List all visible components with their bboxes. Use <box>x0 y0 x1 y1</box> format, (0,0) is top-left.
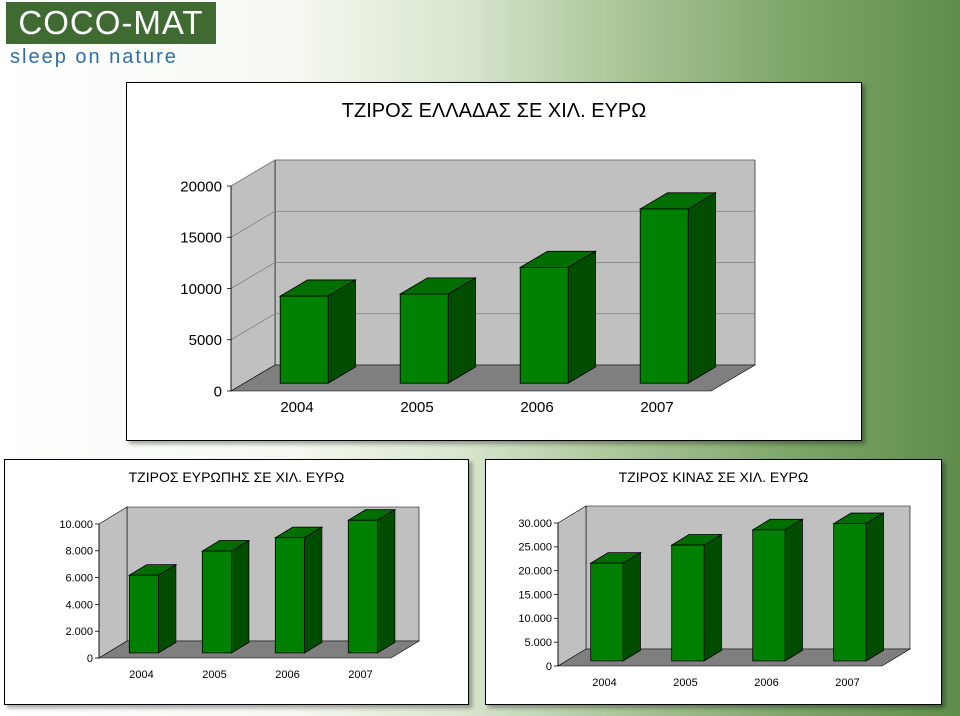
bar-side <box>158 563 177 654</box>
bar-side <box>687 192 716 384</box>
chart-title-europe: ΤΖΙΡΟΣ ΕΥΡΩΠΗΣ ΣΕ ΧΙΛ. ΕΥΡΩ <box>128 469 345 485</box>
chart-title-china: ΤΖΙΡΟΣ ΚΙΝΑΣ ΣΕ ΧΙΛ. ΕΥΡΩ <box>618 469 809 485</box>
chart-panel-china: 0 5.000 10.000 15.000 20.000 25.000 30.000 2004… <box>485 459 942 705</box>
bar-side <box>327 279 356 384</box>
chart-europe: 0 2.000 4.000 6.000 8.000 10.000 2004 2005 2006 2… <box>59 506 421 681</box>
y-tick-label: 25.000 <box>518 542 552 554</box>
bar <box>639 208 689 384</box>
x-tick-label: 2004 <box>592 677 616 689</box>
x-tick-label: 2004 <box>129 669 153 681</box>
x-tick-label: 2006 <box>754 677 778 689</box>
bar <box>519 266 569 384</box>
side-wall <box>557 505 587 667</box>
y-tick-label: 5.000 <box>524 637 552 649</box>
bar-side <box>231 539 250 654</box>
bar <box>399 293 449 384</box>
floor <box>556 648 912 667</box>
y-tick-label: 10.000 <box>518 613 552 625</box>
x-tick-label: 2005 <box>673 677 697 689</box>
chart-greece: 0 5000 10000 15000 20000 2004 2005 2006 2007 <box>180 159 757 416</box>
x-tick-label: 2006 <box>275 669 299 681</box>
y-tick-label: 10.000 <box>59 519 93 531</box>
bar-side <box>377 508 396 654</box>
y-tick-label: 20.000 <box>518 566 552 578</box>
bar-side <box>703 533 722 662</box>
side-wall <box>98 506 128 659</box>
chart-china: 0 5.000 10.000 15.000 20.000 25.000 30.000 2004… <box>518 505 912 689</box>
bar-side <box>304 526 323 654</box>
x-tick-label: 2007 <box>835 677 859 689</box>
bar-side <box>865 512 884 662</box>
chart-panel-europe: 0 2.000 4.000 6.000 8.000 10.000 2004 2005 2006 2… <box>4 459 469 705</box>
logo-tagline: sleep on nature <box>10 46 178 68</box>
bar-side <box>447 277 476 384</box>
y-tick-label: 0 <box>87 653 93 665</box>
bar <box>590 562 624 662</box>
chart-panel-greece: 0 5000 10000 15000 20000 2004 2005 2006 2007 ΤΖΙ… <box>126 82 862 441</box>
bar-side <box>622 551 641 662</box>
bar <box>201 550 232 654</box>
y-tick-label: 15.000 <box>518 589 552 601</box>
x-tick-label: 2007 <box>348 669 372 681</box>
bar <box>671 544 705 662</box>
y-tick-label: 10000 <box>180 281 222 298</box>
y-tick-label: 0 <box>214 383 222 400</box>
bar <box>279 295 329 384</box>
y-tick-label: 6.000 <box>65 572 93 584</box>
logo-name: COCO-MAT <box>6 2 216 44</box>
y-tick-label: 0 <box>546 661 552 673</box>
y-tick-label: 15000 <box>180 230 222 247</box>
y-tick-label: 30.000 <box>518 518 552 530</box>
bar-side <box>784 518 803 662</box>
y-tick-label: 2.000 <box>65 626 93 638</box>
y-tick-label: 4.000 <box>65 599 93 611</box>
bar <box>274 537 305 654</box>
gridline <box>230 159 755 187</box>
x-tick-label: 2006 <box>520 399 553 416</box>
bar <box>833 523 867 662</box>
floor <box>229 364 757 392</box>
x-tick-label: 2007 <box>640 399 673 416</box>
gridline <box>230 210 755 238</box>
floor <box>97 640 421 659</box>
bar <box>752 529 786 662</box>
bar <box>347 519 378 654</box>
chart-title-greece: ΤΖΙΡΟΣ ΕΛΛΑΔΑΣ ΣΕ ΧΙΛ. ΕΥΡΩ <box>341 100 647 122</box>
y-tick-label: 20000 <box>180 178 222 195</box>
coco-mat-logo: COCO-MAT sleep on nature <box>0 0 218 70</box>
bar <box>128 574 159 654</box>
x-tick-label: 2005 <box>400 399 433 416</box>
bar-side <box>567 250 596 384</box>
y-tick-label: 8.000 <box>65 546 93 558</box>
y-tick-label: 5000 <box>189 332 222 349</box>
x-tick-label: 2004 <box>280 399 313 416</box>
x-tick-label: 2005 <box>202 669 226 681</box>
